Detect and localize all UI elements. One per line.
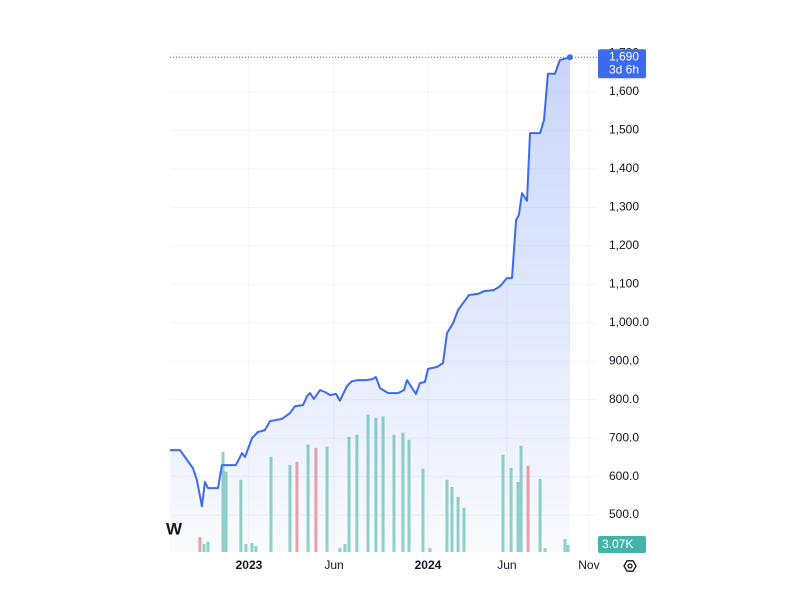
y-tick-label: 500.0 [609, 507, 639, 521]
settings-icon[interactable] [623, 560, 637, 572]
price-line [170, 56, 571, 508]
x-tick-label: Jun [324, 558, 343, 572]
x-tick-label: 2023 [236, 558, 263, 572]
last-point [566, 54, 573, 61]
y-tick-label: 1,300 [609, 200, 639, 214]
y-tick-label: 1,000.0 [609, 315, 649, 329]
x-tick-label: Jun [497, 558, 516, 572]
y-tick-label: 1,400 [609, 161, 639, 175]
y-tick-label: 800.0 [609, 392, 639, 406]
volume-badge-label: 3.07K [602, 537, 633, 551]
y-tick-label: 700.0 [609, 430, 639, 444]
y-tick-label: 600.0 [609, 469, 639, 483]
y-tick-label: 1,600 [609, 84, 639, 98]
area [170, 57, 570, 553]
logo: W [166, 519, 183, 538]
price-badge-label: 1,690 [609, 49, 639, 63]
y-tick-label: 1,100 [609, 276, 639, 290]
countdown: 3d 6h [609, 62, 639, 76]
x-tick-label: Nov [578, 558, 599, 572]
price-badge [598, 49, 646, 79]
y-tick-label: 1,200 [609, 238, 639, 252]
volume-badge [598, 535, 646, 553]
x-tick-label: 2024 [415, 558, 442, 572]
y-tick-label: 900.0 [609, 353, 639, 367]
y-tick-label: 1,500 [609, 123, 639, 137]
